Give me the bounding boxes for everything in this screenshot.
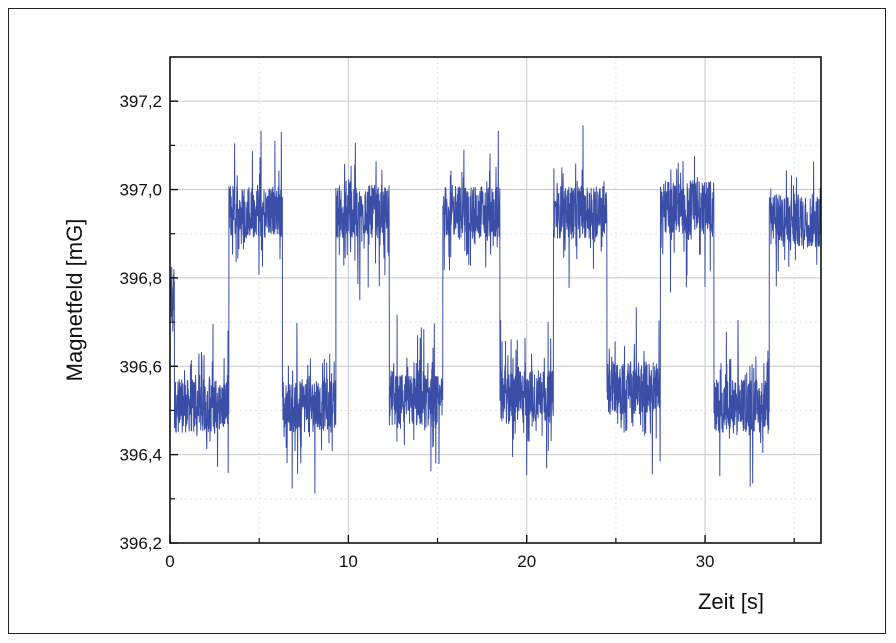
x-tick-label: 0 [165, 552, 174, 571]
y-tick-label: 396,8 [119, 269, 162, 288]
y-tick-label: 396,4 [119, 446, 162, 465]
x-tick-label: 30 [696, 552, 715, 571]
y-tick-label: 396,6 [119, 357, 162, 376]
y-tick-label: 397,0 [119, 181, 162, 200]
y-tick-label: 396,2 [119, 534, 162, 553]
trace-layer [169, 125, 822, 494]
plot-area-frame [169, 56, 822, 544]
x-tick-label: 20 [517, 552, 536, 571]
magnetfeld-chart: 0 10 20 30 396,2 396,4 396,6 396,8 397,0 397,2 Ma… [62, 56, 822, 614]
x-tick-label: 10 [339, 552, 358, 571]
grid [170, 57, 821, 543]
chart-frame: 0 10 20 30 396,2 396,4 396,6 396,8 397,0 397,2 Ma… [8, 8, 886, 634]
series-line [169, 125, 822, 494]
y-axis-title: Magnetfeld [mG] [62, 219, 87, 382]
ticks: 0 10 20 30 396,2 396,4 396,6 396,8 397,0 397,2 [119, 92, 795, 571]
x-axis-title: Zeit [s] [698, 589, 764, 614]
y-tick-label: 397,2 [119, 92, 162, 111]
